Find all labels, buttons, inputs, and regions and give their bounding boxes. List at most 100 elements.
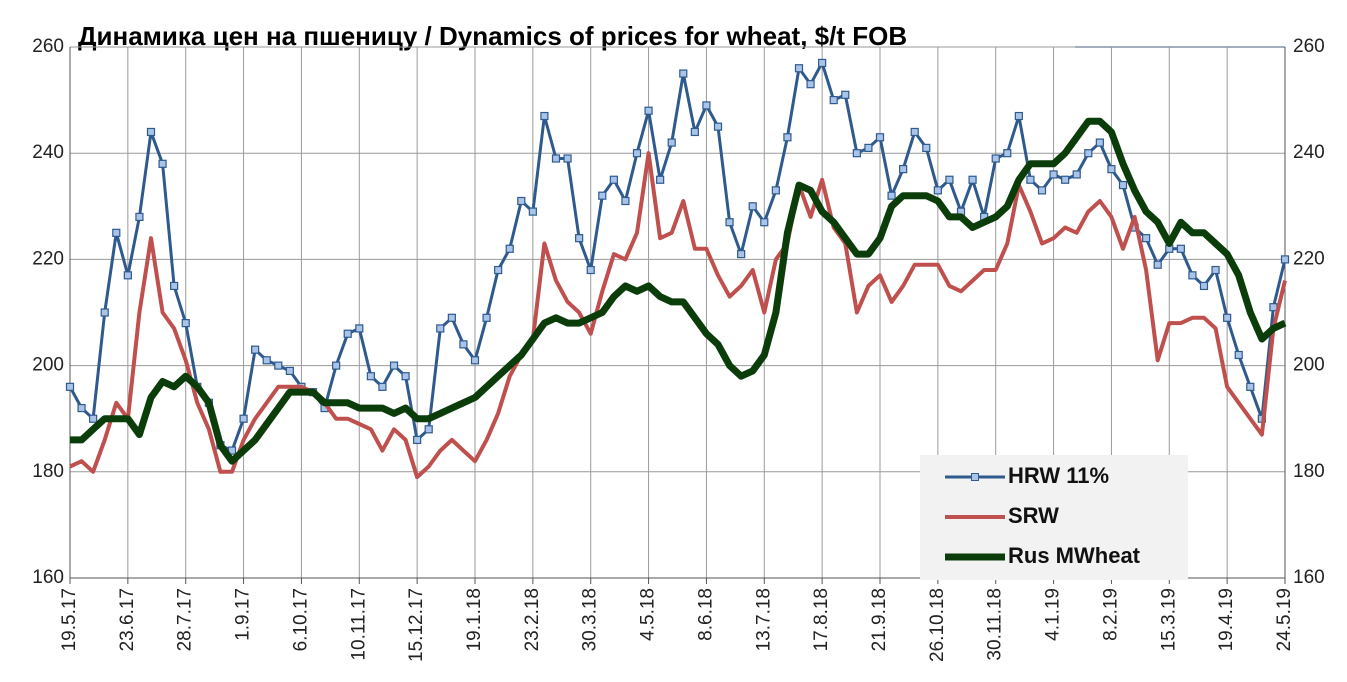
point-marker	[1142, 234, 1151, 243]
point-marker	[459, 340, 468, 349]
point-marker	[239, 414, 248, 423]
point-marker	[899, 165, 908, 174]
point-marker	[945, 175, 954, 184]
point-marker	[170, 281, 179, 291]
x-tick-label: 19.4.19	[1216, 588, 1237, 651]
x-tick-label: 19.1.18	[464, 588, 485, 651]
point-marker	[644, 106, 653, 115]
point-marker	[783, 133, 792, 142]
point-marker	[1223, 313, 1232, 322]
y-tick-label: 260	[32, 36, 64, 57]
point-marker	[158, 159, 167, 168]
x-tick-label: 15.12.17	[406, 588, 427, 662]
point-marker	[401, 372, 410, 381]
point-marker	[933, 186, 942, 195]
x-tick-label: 6.10.17	[290, 588, 311, 651]
point-marker	[181, 319, 190, 328]
point-marker	[667, 138, 676, 147]
point-marker	[470, 356, 480, 365]
y2-tick-label: 260	[1293, 36, 1325, 57]
x-tick-label: 15.3.19	[1158, 588, 1179, 651]
point-marker	[285, 366, 294, 376]
point-marker	[551, 154, 561, 163]
point-marker	[494, 265, 503, 275]
x-tick-label: 8.6.18	[695, 588, 716, 641]
point-marker	[725, 218, 734, 227]
x-tick-label: 1.9.17	[233, 588, 254, 641]
point-marker	[771, 186, 780, 195]
point-marker	[505, 244, 514, 253]
point-marker	[621, 196, 630, 206]
x-tick-label: 26.10.18	[927, 588, 948, 662]
point-marker	[829, 95, 838, 105]
y2-tick-label: 220	[1293, 248, 1325, 269]
point-marker	[1049, 170, 1058, 179]
point-marker	[760, 218, 769, 227]
x-tick-label: 4.5.18	[638, 588, 659, 641]
x-tick-label: 4.1.19	[1043, 588, 1064, 641]
point-marker	[447, 313, 456, 322]
point-marker	[1107, 165, 1116, 174]
point-marker	[528, 207, 537, 216]
x-tick-label: 19.5.17	[59, 588, 80, 651]
point-marker	[366, 372, 375, 381]
point-marker	[841, 90, 850, 99]
y2-tick-label: 160	[1293, 567, 1325, 588]
point-marker	[65, 382, 75, 391]
legend-label: HRW 11%	[1008, 463, 1109, 488]
point-marker	[690, 127, 699, 137]
point-marker	[274, 361, 283, 370]
point-marker	[806, 80, 815, 89]
point-marker	[262, 356, 271, 365]
x-tick-label: 21.9.18	[869, 588, 890, 651]
x-tick-label: 10.11.17	[348, 588, 369, 661]
point-marker	[1072, 170, 1081, 179]
point-marker	[1118, 180, 1128, 190]
point-marker	[1153, 260, 1162, 269]
point-marker	[1280, 255, 1290, 264]
point-marker	[100, 308, 109, 317]
point-marker	[1037, 186, 1047, 195]
x-tick-label: 8.2.19	[1100, 588, 1121, 641]
point-marker	[910, 127, 919, 137]
legend-label: Rus MWheat	[1008, 543, 1141, 568]
point-marker	[1199, 281, 1209, 291]
point-marker	[794, 64, 804, 73]
point-marker	[424, 425, 433, 434]
x-tick-label: 24.5.19	[1274, 588, 1295, 651]
point-marker	[135, 212, 144, 222]
point-marker	[482, 313, 491, 322]
x-tick-label: 30.3.18	[580, 588, 601, 651]
point-marker	[702, 101, 711, 110]
series-line	[70, 117, 1287, 465]
point-marker	[679, 69, 688, 78]
legend-marker	[971, 473, 979, 481]
point-marker	[609, 175, 618, 184]
point-marker	[922, 143, 931, 152]
point-marker	[1084, 149, 1093, 158]
point-marker	[540, 111, 549, 121]
y2-tick-label: 200	[1293, 355, 1325, 376]
point-marker	[1003, 149, 1012, 158]
point-marker	[598, 191, 607, 200]
point-marker	[968, 175, 977, 184]
point-marker	[1026, 175, 1035, 184]
x-tick-label: 28.7.17	[175, 588, 196, 651]
point-marker	[748, 202, 757, 211]
series-line	[68, 61, 1287, 453]
series-line	[69, 151, 1287, 480]
point-marker	[343, 329, 352, 338]
point-marker	[563, 154, 572, 163]
point-marker	[991, 154, 1000, 163]
x-tick-label: 17.8.18	[811, 588, 832, 651]
y2-tick-label: 240	[1293, 142, 1325, 163]
point-marker	[89, 414, 98, 423]
point-marker	[875, 133, 885, 142]
legend-label: SRW	[1008, 503, 1059, 528]
point-marker	[1188, 271, 1197, 280]
point-marker	[1269, 303, 1278, 312]
point-marker	[389, 361, 399, 370]
point-marker	[1176, 244, 1185, 253]
point-marker	[77, 403, 86, 413]
